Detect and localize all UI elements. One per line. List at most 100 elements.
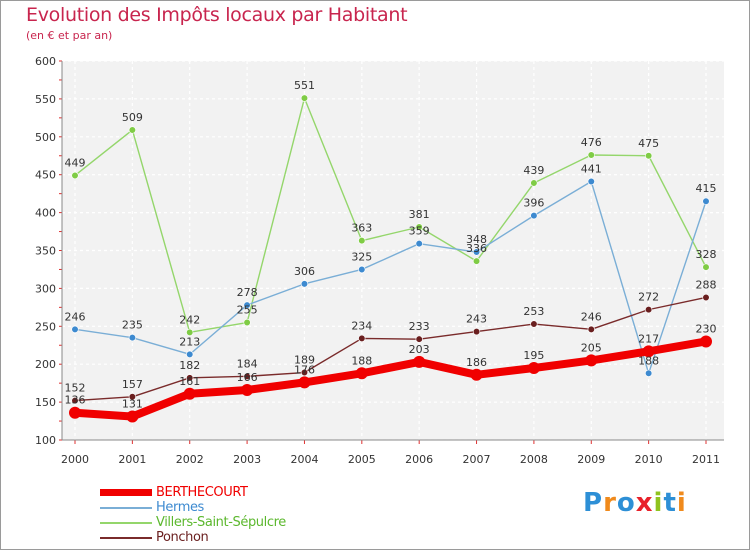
- data-label: 255: [237, 304, 258, 317]
- data-point: [126, 410, 139, 423]
- data-label: 152: [65, 382, 86, 395]
- data-label: 306: [294, 265, 315, 278]
- y-tick-label: 500: [35, 131, 56, 144]
- chart-title: Evolution des Impôts locaux par Habitant: [26, 4, 408, 26]
- data-label: 246: [65, 310, 86, 323]
- data-point: [472, 328, 481, 336]
- x-tick-label: 2006: [405, 453, 433, 466]
- data-point: [645, 369, 653, 377]
- series-line-ponchon: [74, 296, 707, 402]
- data-label: 415: [696, 182, 717, 195]
- data-label: 242: [179, 313, 200, 326]
- data-label: 253: [523, 305, 544, 318]
- series-line-villers-saint-sépulcre: [74, 97, 707, 334]
- data-label: 325: [351, 250, 372, 263]
- data-label: 203: [409, 343, 430, 356]
- data-point: [470, 368, 483, 381]
- data-point: [642, 345, 655, 358]
- data-label: 246: [581, 310, 602, 323]
- x-tick-label: 2007: [463, 453, 491, 466]
- data-label: 509: [122, 111, 143, 124]
- y-tick-label: 100: [35, 434, 56, 447]
- data-label: 161: [179, 375, 200, 388]
- legend-label-berthecourt: BERTHECOURT: [156, 485, 248, 500]
- proxiti-logo: Proxiti: [583, 488, 687, 518]
- legend-swatch-villers: [100, 522, 152, 524]
- data-point: [702, 263, 710, 271]
- logo-letter: r: [603, 488, 617, 518]
- y-tick-label: 150: [35, 396, 56, 409]
- data-point: [128, 334, 136, 342]
- data-point: [186, 374, 194, 382]
- data-point: [645, 152, 653, 160]
- data-point: [472, 257, 481, 265]
- logo-letter: i: [676, 488, 687, 518]
- data-point: [530, 179, 538, 187]
- data-label: 184: [237, 357, 258, 370]
- data-label: 205: [581, 341, 602, 354]
- data-label: 213: [179, 335, 200, 348]
- data-label: 278: [237, 286, 258, 299]
- data-point: [413, 355, 426, 368]
- y-tick-label: 350: [35, 245, 56, 258]
- y-tick-label: 450: [35, 169, 56, 182]
- data-label: 551: [294, 79, 315, 92]
- data-point: [645, 306, 653, 314]
- data-point: [585, 354, 598, 367]
- x-tick-label: 2000: [61, 453, 89, 466]
- logo-letter: x: [635, 488, 654, 518]
- data-label: 186: [466, 356, 487, 369]
- x-tick-label: 2008: [520, 453, 548, 466]
- data-point: [530, 212, 538, 220]
- data-point: [241, 383, 254, 396]
- x-tick-label: 2003: [233, 453, 261, 466]
- data-label: 243: [466, 313, 487, 326]
- x-tick-label: 2004: [290, 453, 318, 466]
- series-line-berthecourt: [71, 337, 710, 421]
- data-point: [415, 240, 423, 248]
- data-label: 272: [638, 291, 659, 304]
- chart-subtitle: (en € et par an): [26, 29, 113, 42]
- data-label: 188: [638, 354, 659, 367]
- legend-label-ponchon: Ponchon: [156, 530, 209, 545]
- data-point: [300, 94, 309, 102]
- data-point: [358, 334, 366, 343]
- data-label: 441: [581, 163, 602, 176]
- line-chart: 100 150 200 250 300 350 400 450 500 550 600 2000 200…: [35, 55, 724, 466]
- data-point: [186, 328, 194, 336]
- data-label: 195: [523, 349, 544, 362]
- legend-label-villers: Villers-Saint-Sépulcre: [156, 515, 286, 530]
- x-tick-label: 2010: [635, 453, 663, 466]
- x-tick-label: 2002: [176, 453, 204, 466]
- data-point: [587, 325, 595, 333]
- x-tick-label: 2005: [348, 453, 376, 466]
- data-label: 439: [523, 164, 544, 177]
- data-point: [69, 406, 81, 419]
- data-point: [243, 372, 251, 380]
- data-label: 157: [122, 378, 143, 391]
- data-label: 449: [65, 156, 86, 169]
- data-point: [530, 320, 538, 328]
- x-tick-label: 2009: [577, 453, 605, 466]
- data-point: [243, 318, 251, 327]
- data-point: [700, 335, 712, 348]
- data-label: 182: [179, 359, 200, 372]
- legend-swatch-berthecourt: [100, 489, 152, 496]
- data-point: [415, 223, 423, 231]
- data-label: 235: [122, 319, 143, 332]
- y-tick-label: 550: [35, 93, 56, 106]
- data-point: [358, 237, 366, 245]
- data-label: 234: [351, 319, 372, 332]
- logo-letter: i: [653, 488, 664, 518]
- data-label: 348: [466, 233, 487, 246]
- data-label: 189: [294, 354, 315, 367]
- legend-swatch-hermes: [100, 507, 152, 509]
- data-label: 336: [466, 242, 487, 255]
- data-label: 476: [581, 136, 602, 149]
- data-label: 328: [696, 248, 717, 261]
- data-point: [298, 376, 311, 389]
- data-label: 359: [409, 225, 430, 238]
- logo-letter: t: [663, 488, 677, 518]
- x-tick-label: 2001: [118, 453, 146, 466]
- logo-letter: o: [616, 488, 636, 518]
